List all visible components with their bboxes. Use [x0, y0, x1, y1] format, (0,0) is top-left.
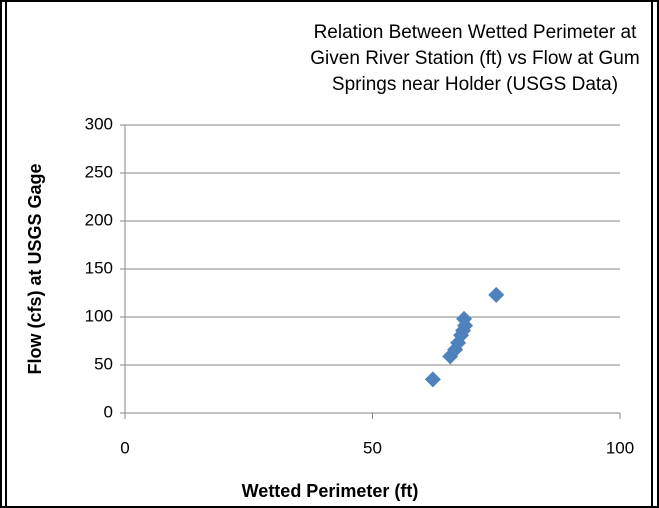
y-tick-label: 200 — [85, 210, 113, 229]
y-tick-label: 100 — [85, 306, 113, 325]
x-axis-label: Wetted Perimeter (ft) — [242, 481, 419, 501]
point — [424, 371, 441, 388]
y-tick-label: 150 — [85, 258, 113, 277]
x-tick-label: 50 — [363, 438, 382, 457]
y-tick-label: 250 — [85, 162, 113, 181]
point — [488, 286, 505, 303]
y-axis-label: Flow (cfs) at USGS Gage — [25, 163, 45, 374]
y-tick-label: 300 — [85, 114, 113, 133]
point — [456, 310, 473, 327]
y-tick-label: 0 — [104, 402, 113, 421]
y-tick-label: 50 — [94, 354, 113, 373]
x-tick-label: 100 — [606, 438, 634, 457]
x-tick-label: 0 — [120, 438, 129, 457]
chart-title: Relation Between Wetted Perimeter at Giv… — [310, 22, 640, 95]
